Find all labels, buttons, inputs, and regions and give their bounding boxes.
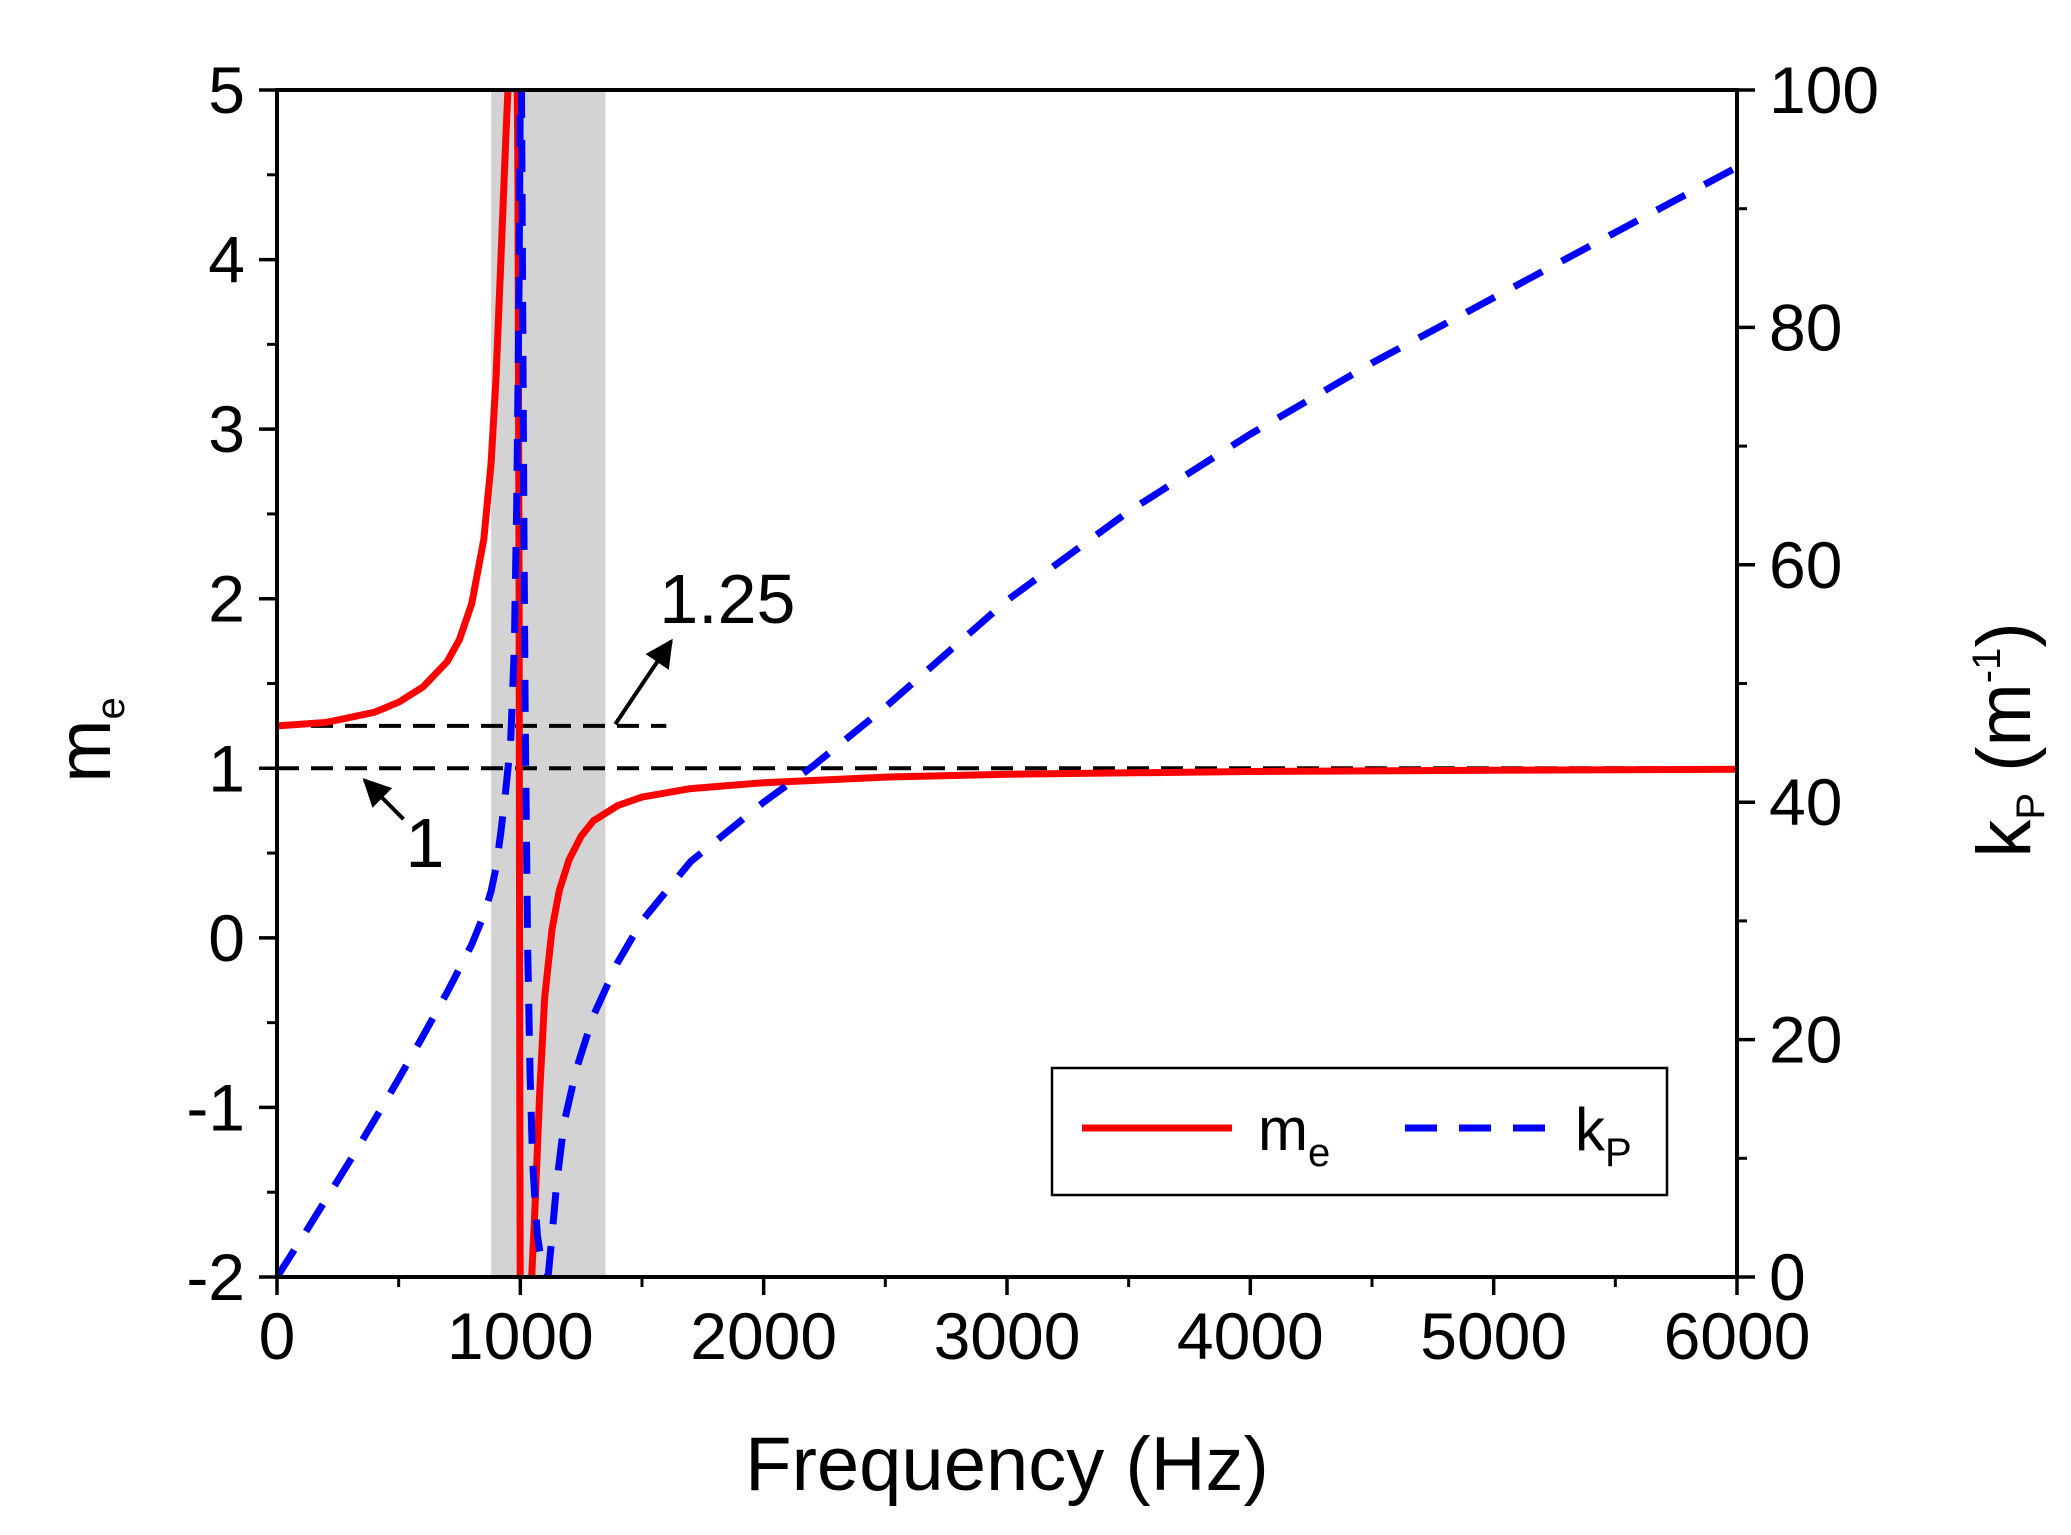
y-left-title-base: m (42, 719, 127, 782)
annotation-arrow-0 (613, 638, 673, 726)
y-left-tick-label: -1 (186, 1070, 245, 1144)
y-right-tick-label: 60 (1769, 528, 1842, 602)
legend-label-me-sub: e (1308, 1131, 1330, 1175)
y-right-tick-label: 20 (1769, 1003, 1842, 1077)
x-axis: 0 1000 2000 3000 4000 5000 6000 (259, 1277, 1811, 1373)
y-axis-right: 0 20 40 60 80 100 (1737, 53, 1879, 1314)
y-axis-right-title: kP (m-1) (1962, 622, 2053, 857)
x-tick-label: 3000 (934, 1299, 1081, 1373)
y-right-tick-label: 100 (1769, 53, 1879, 127)
x-tick-label: 4000 (1177, 1299, 1324, 1373)
y-right-tick-label: 80 (1769, 290, 1842, 364)
x-tick-label: 0 (259, 1299, 296, 1373)
y-right-title-unit-close: ) (1962, 622, 2047, 647)
annotation-arrow-1 (362, 778, 405, 821)
x-tick-label: 1000 (447, 1299, 594, 1373)
y-right-title-base: k (1962, 819, 2047, 858)
y-left-tick-label: -2 (186, 1240, 245, 1314)
legend-label-kp: kP (1575, 1096, 1632, 1175)
x-tick-label: 6000 (1664, 1299, 1811, 1373)
shaded-band (491, 90, 606, 1277)
y-right-title-unit-sup: -1 (1965, 648, 2009, 684)
y-left-tick-label: 4 (208, 223, 245, 297)
legend-label-me-base: m (1258, 1096, 1308, 1163)
annotations: 1.25 1 (362, 560, 795, 882)
y-right-tick-label: 0 (1769, 1240, 1806, 1314)
y-left-tick-label: 5 (208, 53, 245, 127)
y-right-title-unit-open: (m (1962, 683, 2047, 793)
series-line-kp (277, 90, 1737, 1277)
y-left-title-sub: e (89, 697, 133, 719)
x-tick-label: 5000 (1420, 1299, 1567, 1373)
y-axis-left: -2 -1 0 1 2 3 4 5 (186, 53, 277, 1314)
annotation-label-0: 1.25 (659, 560, 795, 638)
y-left-tick-label: 2 (208, 562, 245, 636)
y-left-tick-label: 0 (208, 901, 245, 975)
y-left-tick-label: 1 (208, 731, 245, 805)
x-axis-title: Frequency (Hz) (745, 1422, 1269, 1507)
y-left-tick-label: 3 (208, 392, 245, 466)
series-layer (277, 90, 1737, 1277)
legend-label-kp-sub: P (1605, 1131, 1632, 1175)
y-axis-left-title: me (42, 697, 133, 783)
legend-label-kp-base: k (1575, 1096, 1606, 1163)
legend-label-me: me (1258, 1096, 1330, 1175)
y-right-tick-label: 40 (1769, 765, 1842, 839)
series-line-me (277, 90, 1737, 1277)
x-tick-label: 2000 (690, 1299, 837, 1373)
y-right-title-sub: P (2009, 793, 2053, 820)
annotation-label-1: 1 (406, 804, 445, 882)
legend: me kP (1050, 1066, 1669, 1197)
